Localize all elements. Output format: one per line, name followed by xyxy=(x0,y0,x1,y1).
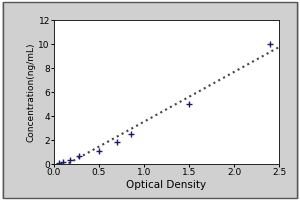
Y-axis label: Concentration(ng/mL): Concentration(ng/mL) xyxy=(27,42,36,142)
X-axis label: Optical Density: Optical Density xyxy=(126,180,207,190)
